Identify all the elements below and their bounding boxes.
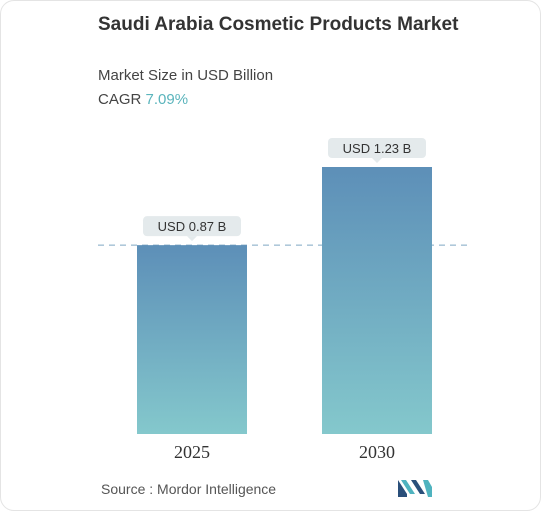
data-label-2030: USD 1.23 B bbox=[343, 141, 412, 156]
cagr-label: CAGR bbox=[98, 91, 142, 108]
chart-title: Saudi Arabia Cosmetic Products Market bbox=[98, 14, 459, 35]
data-label-pointer-2030 bbox=[372, 158, 382, 163]
bar-2025 bbox=[137, 245, 247, 434]
cagr-line: CAGR 7.09% bbox=[98, 91, 188, 108]
source-label: Source : bbox=[101, 481, 154, 497]
source-name: Mordor Intelligence bbox=[157, 481, 277, 497]
data-label-pointer-2025 bbox=[187, 236, 197, 242]
source-line: Source : Mordor Intelligence bbox=[101, 481, 276, 497]
bar-chart: USD 0.87 B 2025 USD 1.23 B 2030 bbox=[98, 138, 471, 462]
chart-subtitle: Market Size in USD Billion bbox=[98, 67, 274, 84]
x-tick-label-2030: 2030 bbox=[359, 442, 395, 462]
cagr-value: 7.09% bbox=[145, 91, 189, 108]
x-tick-label-2025: 2025 bbox=[174, 442, 210, 462]
data-label-bg-2025 bbox=[143, 216, 241, 237]
bar-2030 bbox=[322, 167, 432, 434]
mordor-intelligence-logo-icon bbox=[398, 480, 432, 497]
data-label-bg-2030 bbox=[328, 138, 426, 158]
data-label-2025: USD 0.87 B bbox=[158, 219, 227, 234]
